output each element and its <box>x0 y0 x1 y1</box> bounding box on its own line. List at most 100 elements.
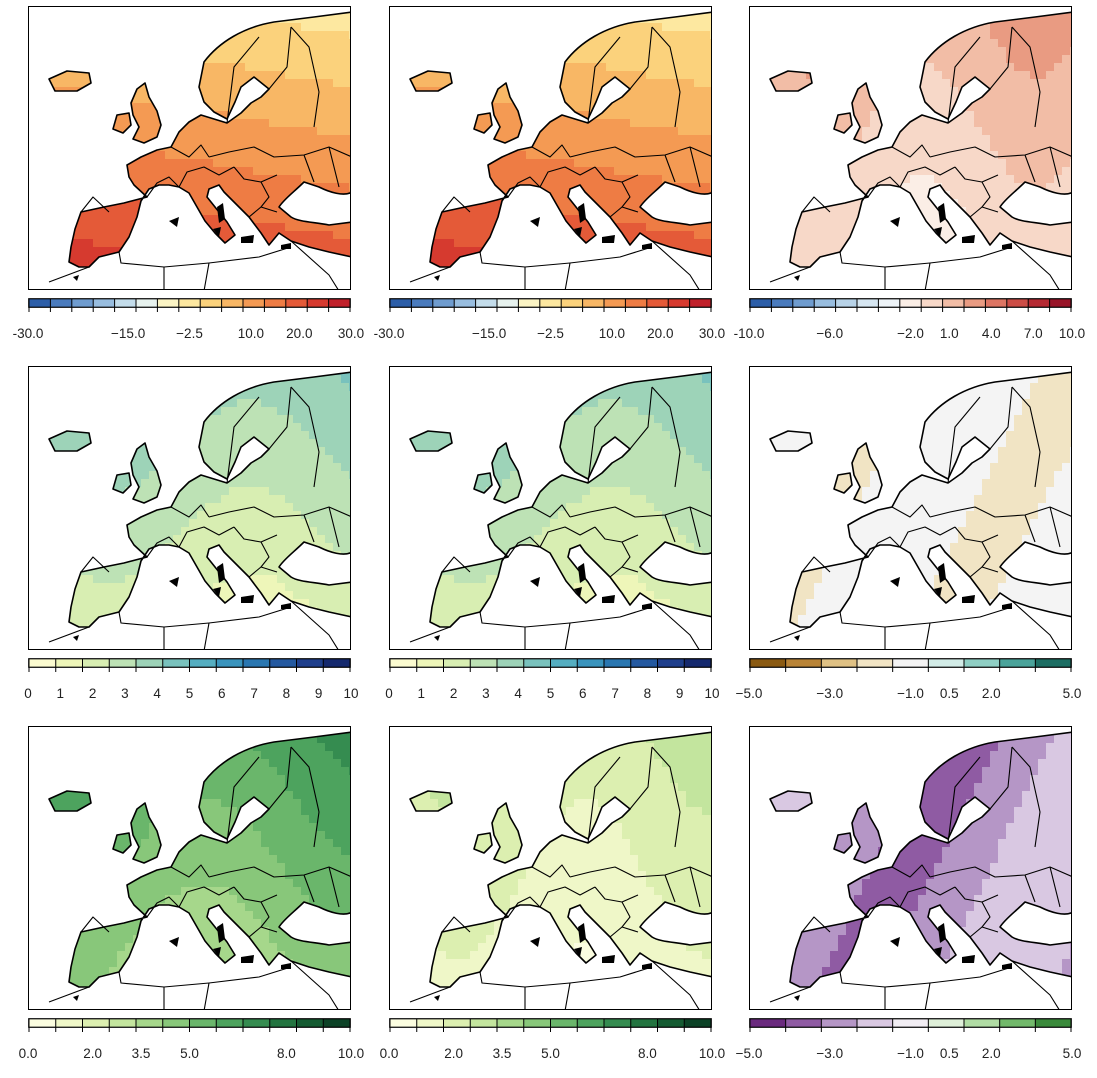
coastline <box>48 70 92 92</box>
colorbar-swatch <box>657 659 685 667</box>
coastline <box>112 832 132 854</box>
colorbar-tick-label: 2 <box>449 686 458 701</box>
country-border <box>801 196 831 213</box>
island <box>794 275 800 281</box>
colorbar-swatch <box>296 1019 324 1027</box>
colorbar-tick-label: −5.0 <box>735 686 763 701</box>
colorbar-swatch <box>999 1019 1036 1027</box>
country-border <box>891 144 931 158</box>
colorbar-swatch <box>411 299 434 307</box>
colorbar-tick-label: −6.0 <box>816 326 844 341</box>
colorbar-swatch <box>109 659 137 667</box>
colorbar-swatch <box>878 299 901 307</box>
country-border <box>947 36 981 124</box>
colorbar-tick-label: 3 <box>482 686 490 701</box>
island <box>962 955 975 963</box>
colorbar-tick-label: -30.0 <box>373 326 405 341</box>
colorbar-swatch <box>497 659 525 667</box>
country-border <box>290 26 320 128</box>
colorbar-tick-label: 0 <box>24 686 32 701</box>
coastline <box>789 371 1071 628</box>
country-border <box>479 971 571 988</box>
colorbar-swatch <box>750 659 786 667</box>
coastline <box>789 731 1071 988</box>
island <box>217 563 225 583</box>
island <box>213 947 221 957</box>
colorbar-swatch <box>497 1019 525 1027</box>
island <box>1002 243 1012 249</box>
country-border <box>587 756 621 844</box>
colorbar-swatch <box>470 1019 498 1027</box>
island <box>938 923 946 943</box>
country-border <box>48 626 90 643</box>
country-border <box>208 606 292 624</box>
colorbar-swatch <box>269 659 297 667</box>
colorbar-swatch <box>577 1019 605 1027</box>
country-border <box>924 982 931 1009</box>
island <box>213 587 221 597</box>
coastline <box>789 11 1071 268</box>
island <box>602 235 615 243</box>
colorbar-swatch <box>200 299 222 307</box>
colorbar-swatch <box>928 1019 965 1027</box>
country-border <box>268 26 292 90</box>
country-border <box>226 36 260 124</box>
colorbar-p31 <box>28 1018 351 1032</box>
island <box>434 635 440 641</box>
country-border <box>203 622 210 649</box>
country-border <box>441 556 471 573</box>
colorbar-swatch <box>243 1019 271 1027</box>
coastline <box>851 442 883 504</box>
country-border <box>924 262 931 289</box>
island <box>1002 963 1012 969</box>
colorbar-swatch <box>785 659 822 667</box>
colorbar-tick-label: 4 <box>153 686 161 701</box>
colorbar-swatch <box>29 299 51 307</box>
coastline <box>112 112 132 134</box>
colorbar-swatch <box>114 299 137 307</box>
coastline <box>491 802 523 864</box>
colorbar-tick-label: 0.0 <box>379 1046 399 1061</box>
country-border <box>569 606 653 624</box>
map-field <box>770 372 1071 627</box>
island <box>938 203 946 223</box>
colorbar-tick-label: −5.0 <box>735 1046 763 1061</box>
colorbar-tick-label: 0.0 <box>18 1046 38 1061</box>
map-svg <box>48 11 350 289</box>
country-border <box>1049 146 1061 188</box>
country-border <box>303 154 315 183</box>
island <box>934 587 942 597</box>
colorbar-tick-label: −15.0 <box>111 326 146 341</box>
colorbar-tick-label: 0.5 <box>939 686 959 701</box>
colorbar-tick-label: 8 <box>282 686 291 701</box>
colorbar-tick-label: 30.0 <box>698 326 726 341</box>
country-border <box>539 166 596 188</box>
coastline <box>491 82 523 144</box>
colorbar-p11 <box>28 298 351 312</box>
colorbar-swatch <box>264 299 287 307</box>
colorbar-tick-label: −3.0 <box>816 686 844 701</box>
country-border <box>929 606 1013 624</box>
colorbar-swatch <box>1028 299 1050 307</box>
colorbar-tick-label: 6 <box>218 686 226 701</box>
colorbar-swatch <box>136 659 164 667</box>
country-border <box>539 886 596 908</box>
colorbar-swatch <box>892 659 929 667</box>
colorbar-swatch <box>162 1019 190 1027</box>
colorbar-swatch <box>550 659 578 667</box>
colorbar-swatch <box>50 299 73 307</box>
country-border <box>260 181 270 208</box>
colorbar-swatch <box>390 1019 418 1027</box>
colorbar-swatch <box>243 659 271 667</box>
country-border <box>441 916 471 933</box>
colorbar-tick-label: 2.0 <box>981 686 1001 701</box>
map-svg <box>409 371 711 649</box>
country-border <box>891 504 931 518</box>
country-border <box>531 504 571 518</box>
colorbar-swatch <box>684 659 712 667</box>
country-border <box>1024 514 1036 543</box>
colorbar-swatch <box>857 1019 893 1027</box>
colorbar-tick-label: 10.0 <box>237 326 264 341</box>
colorbar-tick-label: 0 <box>385 686 393 701</box>
colorbar-swatch <box>470 659 498 667</box>
